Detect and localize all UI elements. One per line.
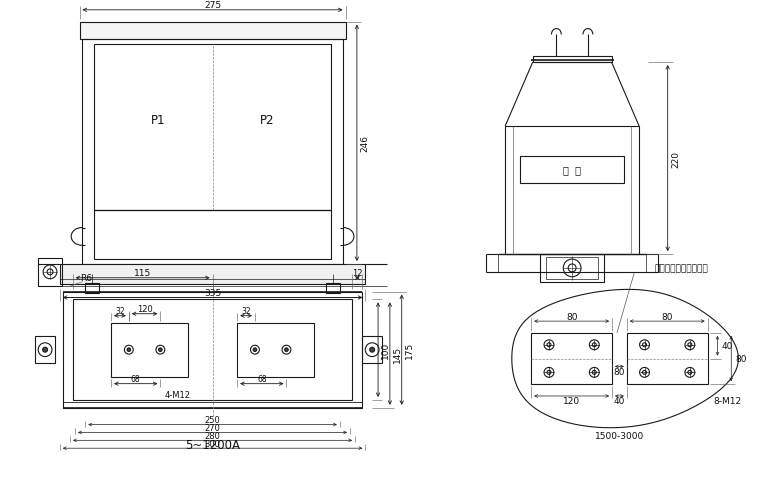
Text: 250: 250: [205, 415, 220, 424]
Circle shape: [125, 346, 133, 354]
Bar: [94, 45, 331, 210]
Text: 32: 32: [116, 306, 125, 316]
Text: 175: 175: [405, 341, 414, 359]
Circle shape: [640, 367, 649, 378]
Text: 32: 32: [241, 306, 251, 316]
Text: 120: 120: [137, 305, 152, 314]
Bar: [546, 258, 598, 279]
Circle shape: [282, 346, 291, 354]
Bar: [532, 57, 611, 63]
Text: 4-M12: 4-M12: [165, 390, 191, 399]
Circle shape: [688, 370, 692, 375]
Circle shape: [640, 340, 649, 350]
Bar: [60, 264, 365, 284]
Bar: [237, 323, 314, 377]
Circle shape: [643, 370, 646, 375]
Bar: [627, 333, 708, 385]
Circle shape: [589, 340, 599, 350]
Circle shape: [43, 347, 47, 352]
Circle shape: [369, 347, 375, 352]
Text: 246: 246: [360, 135, 369, 152]
Circle shape: [127, 348, 131, 352]
Text: 115: 115: [134, 269, 151, 278]
Circle shape: [285, 348, 288, 352]
Text: 220: 220: [671, 150, 680, 167]
Text: 80: 80: [662, 312, 673, 321]
Text: P1: P1: [151, 113, 166, 126]
Bar: [111, 323, 188, 377]
Circle shape: [643, 343, 646, 347]
Circle shape: [547, 343, 551, 347]
Bar: [531, 333, 612, 385]
Text: 40: 40: [614, 397, 625, 406]
Bar: [86, 283, 99, 293]
Text: 280: 280: [204, 431, 220, 440]
Text: 335: 335: [204, 288, 221, 297]
Circle shape: [38, 343, 52, 357]
Circle shape: [544, 367, 554, 378]
Text: 80: 80: [735, 354, 747, 363]
Text: 80: 80: [566, 312, 578, 321]
Circle shape: [250, 346, 259, 354]
Text: 接线板从浇注中间平方: 接线板从浇注中间平方: [654, 264, 708, 273]
Bar: [363, 336, 382, 364]
Circle shape: [43, 265, 57, 279]
Circle shape: [47, 269, 53, 275]
Text: 68: 68: [257, 374, 267, 384]
Bar: [82, 41, 343, 264]
Circle shape: [568, 264, 576, 272]
Bar: [80, 22, 346, 41]
Circle shape: [365, 343, 379, 357]
Bar: [63, 292, 363, 408]
Bar: [505, 127, 639, 255]
Circle shape: [563, 260, 581, 277]
Text: 120: 120: [563, 397, 580, 406]
Bar: [540, 255, 604, 282]
Circle shape: [592, 343, 596, 347]
Bar: [326, 283, 340, 293]
Text: 40: 40: [721, 342, 733, 350]
Bar: [94, 210, 331, 260]
Text: 12: 12: [352, 269, 363, 278]
Bar: [520, 156, 624, 184]
Text: 80: 80: [614, 367, 625, 376]
Text: 100: 100: [382, 341, 390, 359]
Text: 145: 145: [393, 346, 402, 363]
Circle shape: [685, 340, 695, 350]
Text: 1500-3000: 1500-3000: [595, 431, 644, 440]
Circle shape: [156, 346, 164, 354]
Circle shape: [547, 370, 551, 375]
Text: R6: R6: [80, 274, 93, 283]
Circle shape: [544, 340, 554, 350]
Circle shape: [685, 367, 695, 378]
Bar: [38, 259, 62, 286]
Text: 8-M12: 8-M12: [713, 397, 741, 406]
Circle shape: [158, 348, 162, 352]
Circle shape: [592, 370, 596, 375]
Text: 300: 300: [204, 439, 220, 448]
Circle shape: [253, 348, 257, 352]
Bar: [35, 336, 55, 364]
Circle shape: [589, 367, 599, 378]
Text: 铭  牌: 铭 牌: [563, 165, 581, 175]
Text: P2: P2: [259, 113, 274, 126]
Text: 5~1200A: 5~1200A: [185, 438, 240, 451]
Circle shape: [688, 343, 692, 347]
Bar: [73, 300, 353, 400]
Text: 270: 270: [204, 423, 220, 432]
Text: 275: 275: [204, 1, 221, 10]
Text: 68: 68: [131, 374, 141, 384]
